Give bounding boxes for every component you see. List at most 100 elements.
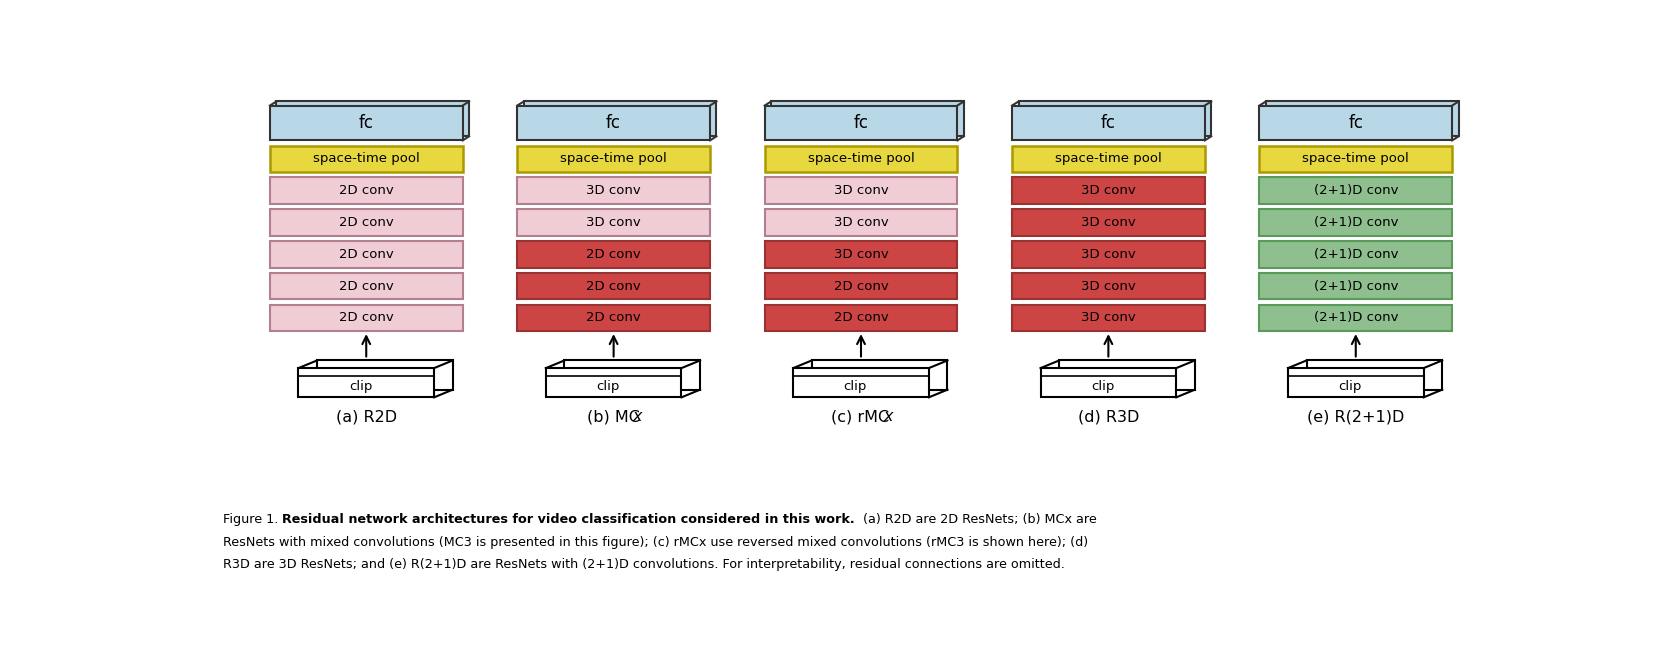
Text: (2+1)D conv: (2+1)D conv <box>1314 248 1398 261</box>
FancyBboxPatch shape <box>517 241 711 268</box>
FancyBboxPatch shape <box>270 241 462 268</box>
Text: (b) MC: (b) MC <box>588 410 640 424</box>
FancyBboxPatch shape <box>1267 101 1458 137</box>
FancyBboxPatch shape <box>764 146 958 172</box>
Text: R3D are 3D ResNets; and (e) R(2+1)D are ResNets with (2+1)D convolutions. For in: R3D are 3D ResNets; and (e) R(2+1)D are … <box>223 558 1065 571</box>
FancyBboxPatch shape <box>318 360 452 390</box>
FancyBboxPatch shape <box>764 177 958 204</box>
Text: 2D conv: 2D conv <box>586 312 642 324</box>
FancyBboxPatch shape <box>517 105 711 141</box>
Text: (2+1)D conv: (2+1)D conv <box>1314 280 1398 292</box>
FancyBboxPatch shape <box>1260 241 1452 268</box>
Text: 3D conv: 3D conv <box>1080 280 1136 292</box>
Text: ResNets with mixed convolutions (MC3 is presented in this figure); (c) rMCx use : ResNets with mixed convolutions (MC3 is … <box>223 536 1089 549</box>
FancyBboxPatch shape <box>1260 304 1452 331</box>
Text: 3D conv: 3D conv <box>586 216 642 229</box>
Text: 3D conv: 3D conv <box>833 216 889 229</box>
FancyBboxPatch shape <box>764 209 958 236</box>
Text: (d) R3D: (d) R3D <box>1077 410 1139 424</box>
Text: 2D conv: 2D conv <box>339 184 393 197</box>
Text: x: x <box>632 410 642 424</box>
FancyBboxPatch shape <box>1040 368 1176 398</box>
Text: clip: clip <box>843 380 867 394</box>
Text: 2D conv: 2D conv <box>339 280 393 292</box>
FancyBboxPatch shape <box>277 101 469 137</box>
FancyBboxPatch shape <box>270 209 462 236</box>
FancyBboxPatch shape <box>270 105 462 141</box>
Text: Figure 1.: Figure 1. <box>223 513 282 526</box>
FancyBboxPatch shape <box>764 273 958 300</box>
FancyBboxPatch shape <box>1018 101 1211 137</box>
Text: space-time pool: space-time pool <box>808 153 914 165</box>
FancyBboxPatch shape <box>771 101 964 137</box>
FancyBboxPatch shape <box>764 304 958 331</box>
FancyBboxPatch shape <box>1289 368 1423 398</box>
Text: 3D conv: 3D conv <box>1080 312 1136 324</box>
FancyBboxPatch shape <box>1260 146 1452 172</box>
FancyBboxPatch shape <box>517 146 711 172</box>
Text: 3D conv: 3D conv <box>1080 216 1136 229</box>
Text: 2D conv: 2D conv <box>586 248 642 261</box>
FancyBboxPatch shape <box>1011 304 1205 331</box>
Text: 2D conv: 2D conv <box>339 216 393 229</box>
Text: (a) R2D are 2D ResNets; (b) MCx are: (a) R2D are 2D ResNets; (b) MCx are <box>855 513 1097 526</box>
FancyBboxPatch shape <box>270 177 462 204</box>
Text: 2D conv: 2D conv <box>339 248 393 261</box>
FancyBboxPatch shape <box>299 368 433 398</box>
FancyBboxPatch shape <box>270 146 462 172</box>
Text: 3D conv: 3D conv <box>833 248 889 261</box>
FancyBboxPatch shape <box>517 177 711 204</box>
FancyBboxPatch shape <box>1011 177 1205 204</box>
Text: (a) R2D: (a) R2D <box>336 410 396 424</box>
FancyBboxPatch shape <box>811 360 948 390</box>
FancyBboxPatch shape <box>517 304 711 331</box>
Text: clip: clip <box>596 380 620 394</box>
FancyBboxPatch shape <box>764 241 958 268</box>
FancyBboxPatch shape <box>564 360 701 390</box>
Text: fc: fc <box>360 114 373 132</box>
FancyBboxPatch shape <box>1058 360 1194 390</box>
FancyBboxPatch shape <box>1011 273 1205 300</box>
Text: (2+1)D conv: (2+1)D conv <box>1314 312 1398 324</box>
Text: clip: clip <box>1090 380 1114 394</box>
Text: space-time pool: space-time pool <box>1055 153 1163 165</box>
FancyBboxPatch shape <box>1011 105 1205 141</box>
Text: 2D conv: 2D conv <box>339 312 393 324</box>
Text: space-time pool: space-time pool <box>1302 153 1410 165</box>
FancyBboxPatch shape <box>1260 177 1452 204</box>
Text: 2D conv: 2D conv <box>833 280 889 292</box>
Text: x: x <box>884 410 894 424</box>
FancyBboxPatch shape <box>524 101 716 137</box>
Text: 3D conv: 3D conv <box>1080 184 1136 197</box>
Text: (c) rMC: (c) rMC <box>832 410 889 424</box>
FancyBboxPatch shape <box>793 368 929 398</box>
Text: 2D conv: 2D conv <box>586 280 642 292</box>
Text: space-time pool: space-time pool <box>312 153 420 165</box>
Text: fc: fc <box>1100 114 1116 132</box>
FancyBboxPatch shape <box>1011 241 1205 268</box>
Text: (e) R(2+1)D: (e) R(2+1)D <box>1307 410 1404 424</box>
Text: space-time pool: space-time pool <box>559 153 667 165</box>
FancyBboxPatch shape <box>517 209 711 236</box>
FancyBboxPatch shape <box>1260 209 1452 236</box>
Text: fc: fc <box>1349 114 1362 132</box>
Text: (2+1)D conv: (2+1)D conv <box>1314 184 1398 197</box>
FancyBboxPatch shape <box>270 304 462 331</box>
Text: Residual network architectures for video classification considered in this work.: Residual network architectures for video… <box>282 513 855 526</box>
Text: fc: fc <box>853 114 869 132</box>
Text: 2D conv: 2D conv <box>833 312 889 324</box>
Text: 3D conv: 3D conv <box>833 184 889 197</box>
FancyBboxPatch shape <box>1011 209 1205 236</box>
FancyBboxPatch shape <box>1011 146 1205 172</box>
Text: fc: fc <box>606 114 622 132</box>
Text: clip: clip <box>349 380 373 394</box>
FancyBboxPatch shape <box>270 273 462 300</box>
Text: 3D conv: 3D conv <box>586 184 642 197</box>
FancyBboxPatch shape <box>1307 360 1441 390</box>
FancyBboxPatch shape <box>1260 273 1452 300</box>
FancyBboxPatch shape <box>1260 105 1452 141</box>
Text: 3D conv: 3D conv <box>1080 248 1136 261</box>
Text: clip: clip <box>1339 380 1362 394</box>
FancyBboxPatch shape <box>546 368 682 398</box>
FancyBboxPatch shape <box>517 273 711 300</box>
